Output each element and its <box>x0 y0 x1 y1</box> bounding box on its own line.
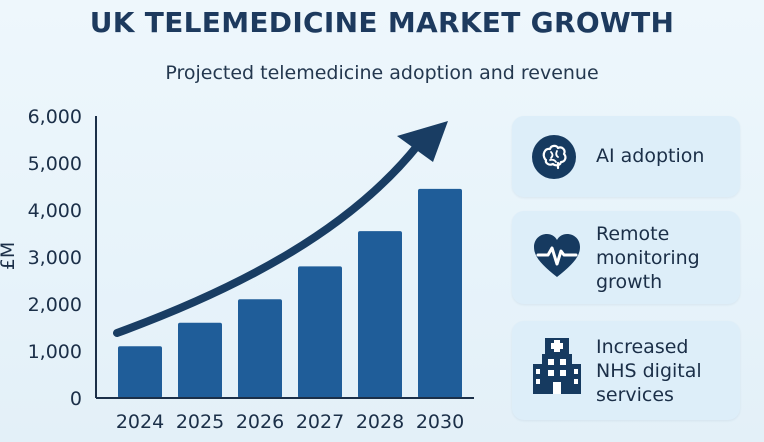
card-label-line: NHS digital <box>596 360 702 382</box>
x-tick-label: 2026 <box>236 411 284 433</box>
y-tick-label: 6,000 <box>28 106 82 128</box>
card-label-line: growth <box>596 271 663 293</box>
y-tick-label: 0 <box>70 388 82 410</box>
x-tick-label: 2030 <box>416 411 464 433</box>
bar-2028 <box>358 231 402 398</box>
card-label: Increased NHS digital services <box>596 335 702 407</box>
x-tick-label: 2028 <box>356 411 404 433</box>
brain-icon <box>532 135 576 184</box>
y-tick-label: 1,000 <box>28 341 82 363</box>
card-ai-adoption: AI adoption <box>512 116 740 197</box>
bar-2027 <box>298 266 342 398</box>
card-label-line: services <box>596 384 674 406</box>
bar-2024 <box>118 346 162 398</box>
card-label-line: Increased <box>596 336 689 358</box>
card-label: Remote monitoring growth <box>596 222 700 294</box>
trend-arrow <box>113 121 448 337</box>
chart-subtitle: Projected telemedicine adoption and reve… <box>165 62 599 84</box>
bar-2030 <box>418 188 462 398</box>
card-label-line: AI adoption <box>596 145 705 167</box>
x-tick-label: 2024 <box>116 411 164 433</box>
bar-chart: £M 0 1,000 2,000 3,000 4,000 5,000 6,000 2024 2… <box>0 106 474 433</box>
y-tick-label: 2,000 <box>28 294 82 316</box>
y-tick-label: 3,000 <box>28 247 82 269</box>
chart-title: UK TELEMEDICINE MARKET GROWTH <box>89 6 675 39</box>
card-label-line: Remote <box>596 223 670 245</box>
y-tick-label: 4,000 <box>28 200 82 222</box>
card-label: AI adoption <box>596 144 704 168</box>
x-tick-label: 2027 <box>296 411 344 433</box>
bar-2025 <box>178 322 222 398</box>
y-axis-label: £M <box>0 242 19 270</box>
x-tick-label: 2025 <box>176 411 224 433</box>
hospital-icon <box>532 338 582 401</box>
bar-2026 <box>238 299 282 398</box>
y-tick-label: 5,000 <box>28 153 82 175</box>
card-remote-monitoring: Remote monitoring growth <box>512 211 740 304</box>
card-nhs-digital: Increased NHS digital services <box>512 321 740 420</box>
heart-pulse-icon <box>532 233 582 284</box>
card-label-line: monitoring <box>596 247 700 269</box>
